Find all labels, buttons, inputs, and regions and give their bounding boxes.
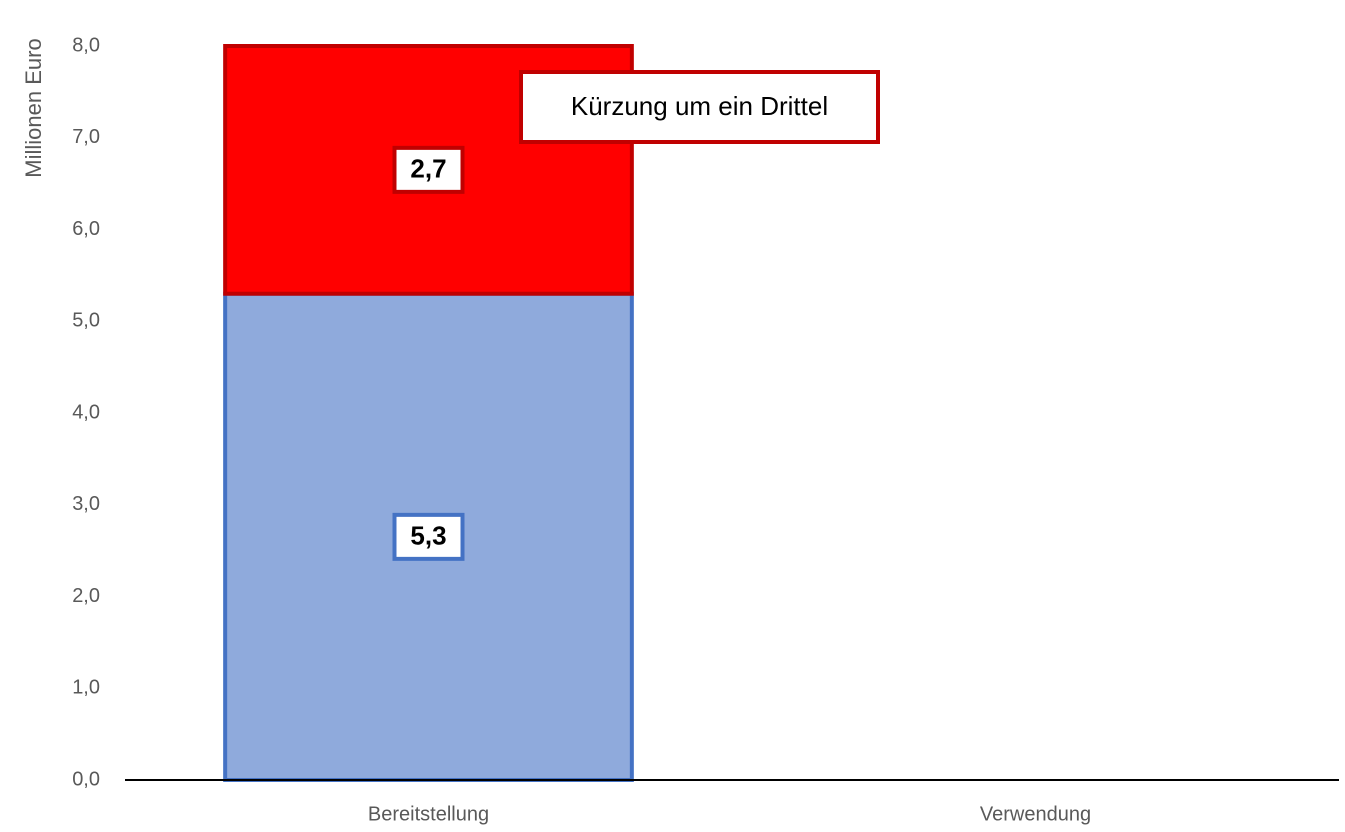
y-tick-label: 2,0 xyxy=(72,585,100,607)
data-label: 2,7 xyxy=(410,154,446,184)
y-tick-label: 4,0 xyxy=(72,401,100,423)
x-tick-label: Bereitstellung xyxy=(368,803,489,825)
y-tick-label: 0,0 xyxy=(72,768,100,790)
y-tick-label: 6,0 xyxy=(72,218,100,240)
y-tick-label: 3,0 xyxy=(72,493,100,515)
y-tick-label: 5,0 xyxy=(72,310,100,332)
y-tick-label: 7,0 xyxy=(72,126,100,148)
y-tick-label: 8,0 xyxy=(72,34,100,56)
data-label-box xyxy=(392,145,465,194)
annotation: Kürzung um ein Drittel xyxy=(571,91,828,121)
x-tick-label: Verwendung xyxy=(980,803,1091,825)
annotation-box xyxy=(519,70,880,144)
y-axis-label: Millionen Euro xyxy=(21,38,46,177)
y-tick-label: 1,0 xyxy=(72,677,100,699)
data-label-box xyxy=(392,512,465,561)
data-label: 5,3 xyxy=(410,521,446,551)
